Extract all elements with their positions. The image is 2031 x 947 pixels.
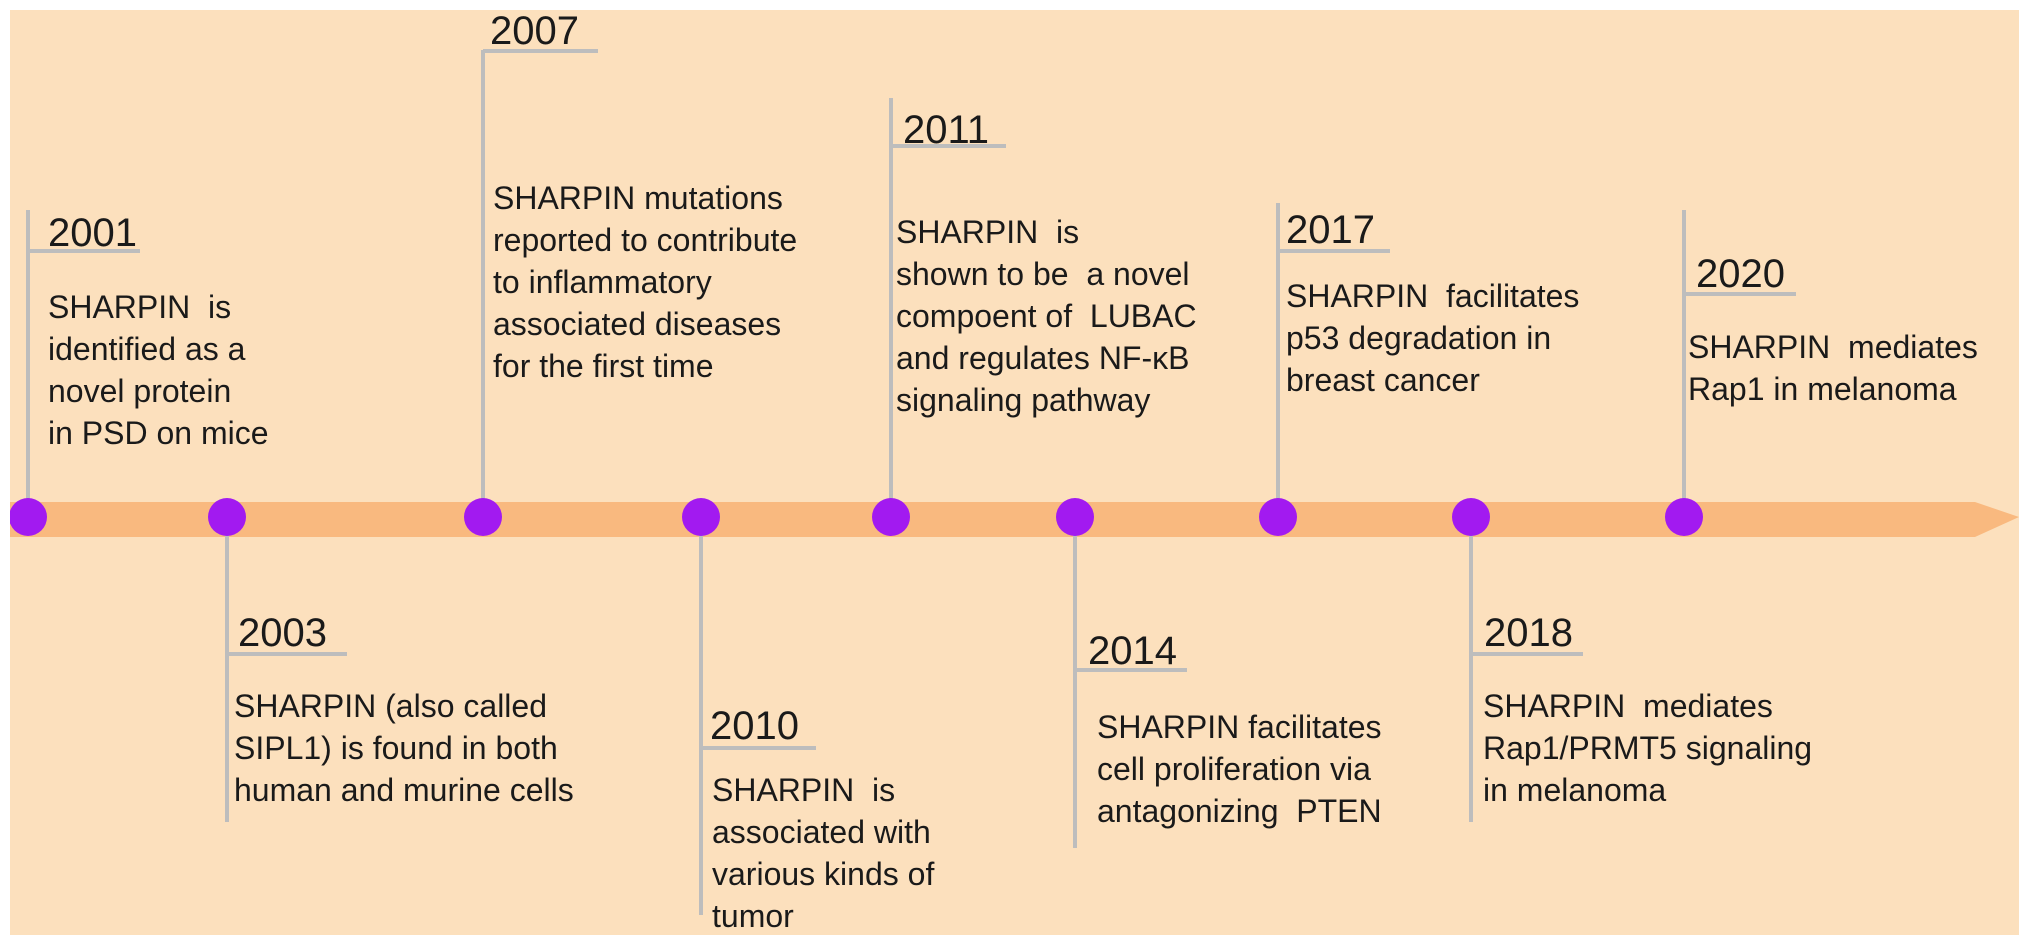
event-marker bbox=[1452, 498, 1490, 536]
event-year: 2018 bbox=[1484, 611, 1573, 655]
event-year: 2010 bbox=[710, 704, 799, 748]
event-description: SHARPIN mutations reported to contribute… bbox=[493, 180, 798, 384]
event-year: 2007 bbox=[490, 9, 579, 53]
event-year: 2003 bbox=[238, 611, 327, 655]
event-marker bbox=[1056, 498, 1094, 536]
event-year: 2017 bbox=[1286, 208, 1375, 252]
event-marker bbox=[872, 498, 910, 536]
timeline-arrow bbox=[10, 502, 2019, 537]
event-marker bbox=[208, 498, 246, 536]
event-description: SHARPIN facilitates cell proliferation v… bbox=[1097, 709, 1382, 829]
event-description: SHARPIN facilitates p53 degradation in b… bbox=[1286, 278, 1580, 398]
event-description: SHARPIN is shown to be a novel compoent … bbox=[896, 214, 1197, 418]
event-year: 2014 bbox=[1088, 629, 1177, 673]
event-year: 2020 bbox=[1696, 252, 1785, 296]
event-year: 2011 bbox=[903, 108, 990, 152]
timeline-graphic bbox=[10, 10, 2019, 935]
event-description: SHARPIN (also called SIPL1) is found in … bbox=[234, 688, 574, 808]
event-marker bbox=[464, 498, 502, 536]
event-year: 2001 bbox=[48, 211, 137, 255]
event-marker bbox=[1665, 498, 1703, 536]
event-marker bbox=[10, 498, 47, 536]
event-description: SHARPIN is identified as a novel protein… bbox=[48, 289, 269, 451]
event-description: SHARPIN mediates Rap1/PRMT5 signaling in… bbox=[1483, 688, 1813, 808]
event-description: SHARPIN mediates Rap1 in melanoma bbox=[1688, 329, 1978, 407]
event-marker bbox=[682, 498, 720, 536]
event-description: SHARPIN is associated with various kinds… bbox=[712, 772, 935, 934]
event-marker bbox=[1259, 498, 1297, 536]
timeline-diagram: 2001 SHARPIN is identified as a novel pr… bbox=[10, 10, 2019, 935]
